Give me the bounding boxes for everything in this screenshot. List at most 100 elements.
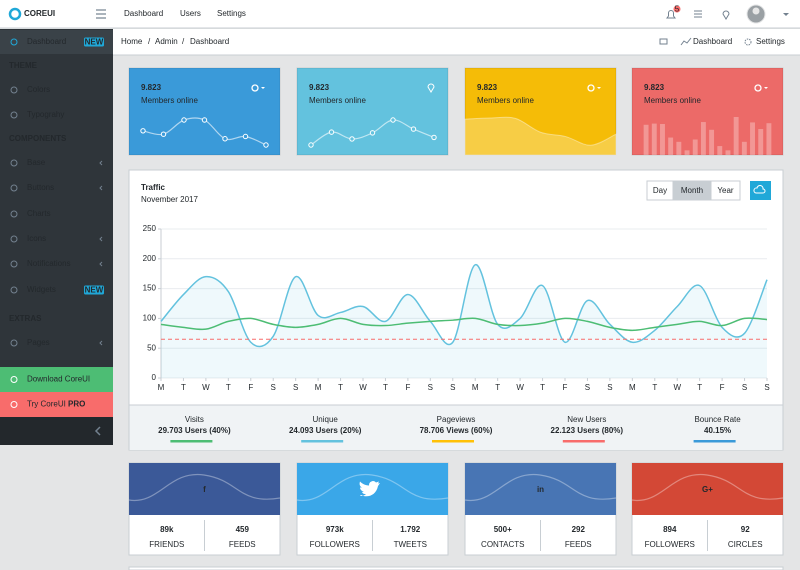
social-label: FEEDS	[565, 540, 592, 549]
nav-item[interactable]: Base	[27, 158, 46, 167]
sparkline-point	[410, 126, 417, 132]
download-button[interactable]	[0, 367, 113, 392]
download-chart-button[interactable]	[750, 181, 771, 200]
social-value: 459	[236, 525, 250, 534]
pro-button[interactable]	[0, 392, 113, 417]
nav-item[interactable]: Typograhy	[27, 110, 64, 119]
y-tick-label: 150	[143, 284, 157, 293]
icon	[10, 38, 18, 46]
header	[0, 0, 800, 28]
nav-link[interactable]: Users	[180, 9, 201, 18]
badge	[673, 5, 681, 13]
icon	[251, 84, 259, 92]
nav-title: EXTRAS	[9, 314, 42, 323]
pro-label: Try CoreUI PRO	[27, 400, 85, 409]
x-tick-label: W	[516, 383, 524, 392]
stat-value: 9.823	[141, 83, 162, 92]
icon	[10, 184, 18, 192]
nav-title: THEME	[9, 61, 38, 70]
period-label: Month	[681, 186, 703, 195]
icon	[99, 160, 103, 166]
nav-item[interactable]: Icons	[27, 234, 46, 243]
stat-label: Members online	[309, 96, 366, 105]
nav-item[interactable]: Notifications	[27, 259, 71, 268]
social-header	[632, 463, 783, 515]
icon	[427, 83, 435, 93]
summary-label: Visits	[185, 415, 204, 424]
period-button[interactable]	[710, 180, 741, 201]
series-line	[160, 317, 768, 332]
sparkline-bar	[717, 146, 723, 155]
nav-item[interactable]: Buttons	[27, 183, 54, 192]
sparkline-bar	[684, 150, 690, 155]
icon	[128, 473, 281, 502]
nav-item[interactable]: Pages	[27, 338, 50, 347]
icon	[99, 340, 103, 346]
x-tick-label: T	[697, 383, 702, 392]
stat-label: Members online	[477, 96, 534, 105]
x-tick-label: M	[472, 383, 479, 392]
icon	[10, 235, 18, 243]
icon	[10, 401, 18, 408]
area-fill	[161, 264, 767, 378]
icon	[753, 184, 766, 194]
series-line	[160, 264, 768, 348]
nav-link[interactable]: Dashboard	[124, 9, 163, 18]
sparkline-bar	[766, 123, 772, 155]
icon	[722, 10, 730, 20]
sparkline-bar	[725, 150, 731, 155]
y-tick-label: 0	[152, 373, 157, 382]
badge-text: NEW	[85, 285, 104, 294]
sparkline-bar	[668, 137, 674, 155]
x-tick-label: F	[563, 383, 568, 392]
x-tick-label: F	[248, 383, 253, 392]
sparkline-point	[308, 142, 314, 148]
icon	[10, 260, 18, 268]
x-tick-label: M	[629, 383, 636, 392]
icon	[10, 210, 18, 218]
x-tick-label: S	[764, 383, 769, 392]
badge-count: 5	[675, 4, 680, 13]
breadcrumb-action[interactable]: Settings	[756, 37, 785, 46]
icon	[666, 10, 676, 19]
nav-item[interactable]: Colors	[27, 85, 50, 94]
icon	[783, 13, 789, 16]
sparkline-bar	[660, 123, 665, 155]
nav-item[interactable]: Dashboard	[27, 37, 66, 46]
nav-item[interactable]: Widgets	[27, 285, 56, 294]
sparkline-point	[222, 136, 228, 142]
icon	[659, 38, 668, 45]
icon	[99, 185, 103, 191]
next-card	[128, 566, 784, 570]
social-value: 292	[572, 525, 586, 534]
pro-text: Try CoreUI	[27, 400, 68, 409]
sparkline-point	[201, 117, 208, 123]
breadcrumb-action[interactable]: Dashboard	[693, 37, 732, 46]
icon	[752, 7, 760, 15]
x-tick-label: S	[585, 383, 590, 392]
sparkline-point	[263, 142, 269, 148]
nav-item[interactable]: Charts	[27, 209, 51, 218]
social-icon: f	[203, 485, 206, 494]
icon	[8, 7, 22, 21]
summary-label: New Users	[567, 415, 606, 424]
summary-bar	[170, 440, 213, 443]
x-tick-label: M	[315, 383, 322, 392]
sparkline-bar	[741, 141, 747, 155]
icon	[296, 473, 449, 502]
icon	[754, 84, 762, 92]
sidebar-minimizer[interactable]	[0, 417, 113, 445]
breadcrumb-item[interactable]: Home	[121, 37, 143, 46]
x-tick-label: F	[405, 383, 410, 392]
stat-value: 9.823	[644, 83, 665, 92]
x-tick-label: F	[720, 383, 725, 392]
icon	[10, 159, 18, 167]
breadcrumb-item[interactable]: Admin	[155, 37, 178, 46]
icon	[464, 473, 617, 502]
sparkline-point	[369, 130, 376, 136]
period-label: Day	[653, 186, 667, 195]
y-tick-label: 50	[147, 343, 156, 352]
summary-bar	[432, 440, 474, 443]
nav-link[interactable]: Settings	[217, 9, 246, 18]
